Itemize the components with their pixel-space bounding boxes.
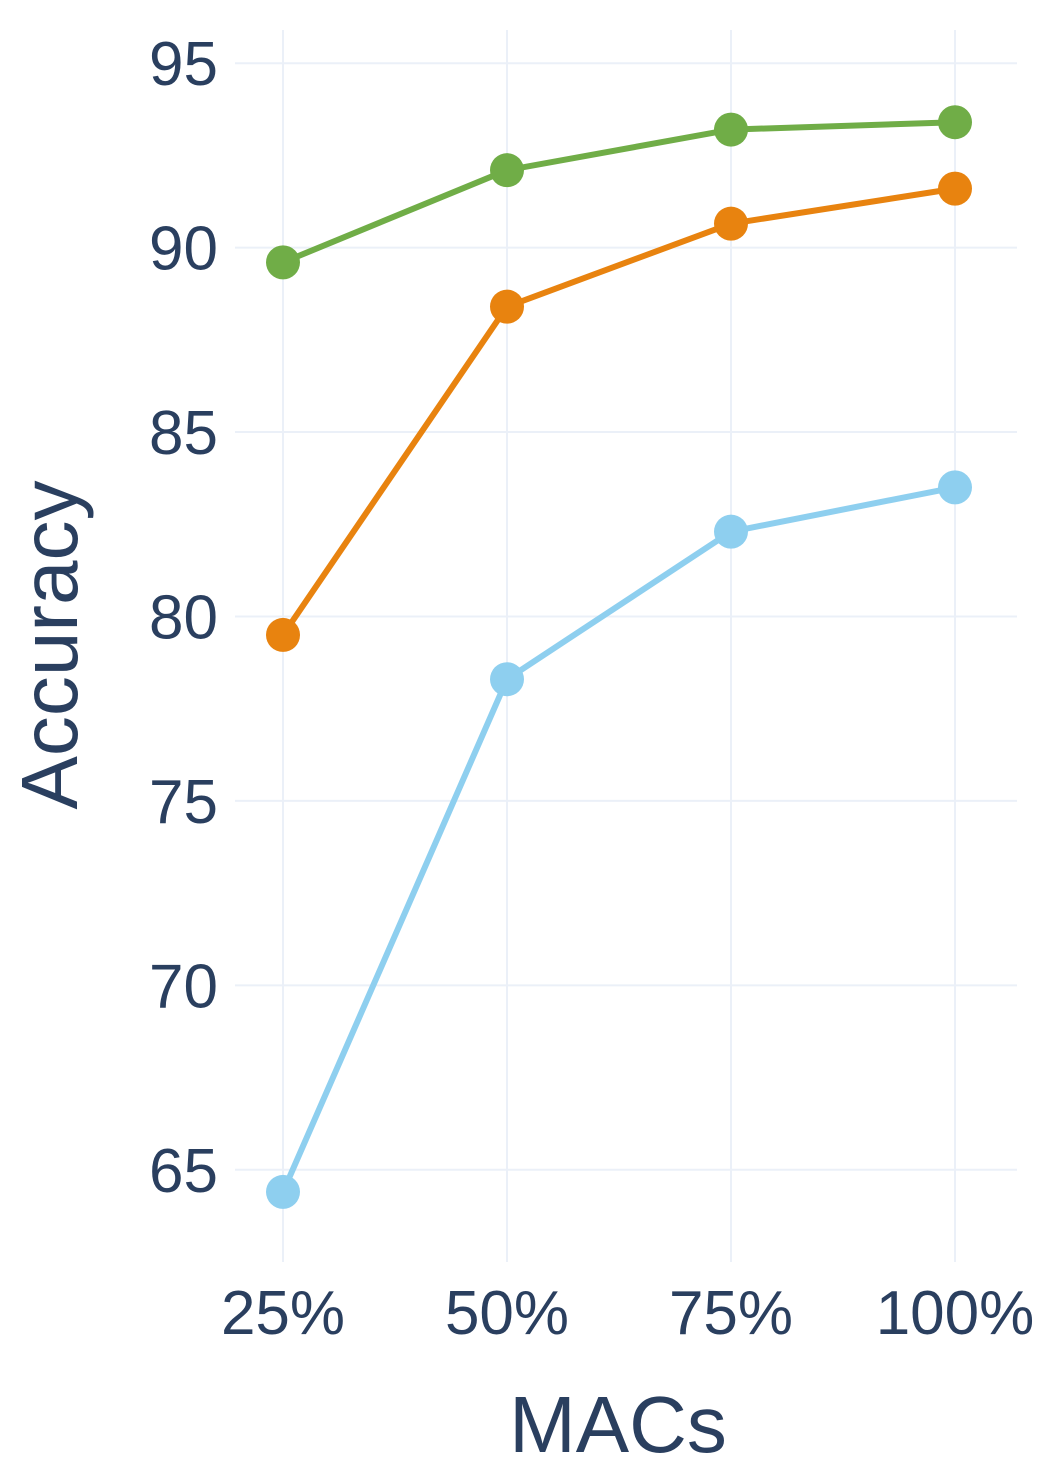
data-point <box>490 662 524 697</box>
x-axis-title: MACs <box>509 1380 727 1469</box>
y-tick-label: 85 <box>149 399 218 468</box>
y-tick-label: 90 <box>149 215 218 284</box>
data-point <box>938 470 972 505</box>
series-line <box>280 484 956 1194</box>
data-point <box>266 617 300 652</box>
data-point <box>490 289 524 324</box>
y-tick-label: 65 <box>149 1137 218 1206</box>
x-tick-label: 25% <box>221 1279 345 1348</box>
series-line <box>280 185 956 637</box>
data-point <box>490 153 524 188</box>
y-tick-label: 80 <box>149 583 218 652</box>
data-point <box>266 245 300 280</box>
data-point <box>714 112 748 147</box>
series-3 <box>266 470 972 1209</box>
series-layer <box>266 105 972 1209</box>
data-point <box>938 171 972 206</box>
x-tick-label: 100% <box>876 1279 1035 1348</box>
series-1 <box>266 105 972 280</box>
x-tick-label: 75% <box>669 1279 793 1348</box>
y-tick-labels: 65 70 75 80 85 90 95 <box>149 30 218 1206</box>
y-tick-label: 75 <box>149 768 218 837</box>
data-point <box>714 514 748 549</box>
data-point <box>714 206 748 241</box>
y-tick-label: 70 <box>149 952 218 1021</box>
y-axis-title: Accuracy <box>5 481 94 810</box>
grid-layer <box>235 30 1017 1262</box>
x-tick-label: 50% <box>445 1279 569 1348</box>
data-point <box>266 1174 300 1209</box>
data-point <box>938 105 972 140</box>
x-tick-labels: 25% 50% 75% 100% <box>221 1279 1034 1348</box>
series-line <box>281 119 956 266</box>
series-2 <box>266 171 972 652</box>
y-tick-label: 95 <box>149 30 218 99</box>
